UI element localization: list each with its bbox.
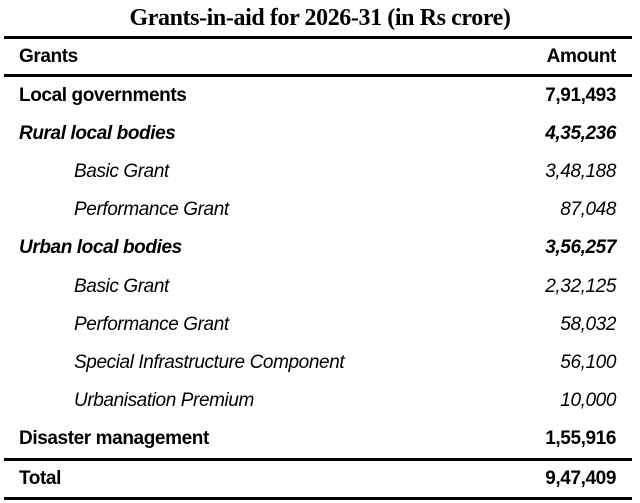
total-rule: [4, 458, 632, 461]
row-label: Performance Grant: [74, 199, 229, 220]
table-row-rural-local-bodies: Rural local bodies 4,35,236: [0, 115, 640, 153]
table-row-rural-performance-grant: Performance Grant 87,048: [0, 191, 640, 229]
row-label: Special Infrastructure Component: [74, 352, 345, 373]
table-row-rural-basic-grant: Basic Grant 3,48,188: [0, 153, 640, 191]
total-amount: 9,47,409: [545, 468, 616, 489]
table-row-urban-performance-grant: Performance Grant 58,032: [0, 306, 640, 344]
row-label: Basic Grant: [74, 276, 169, 297]
table-row-total: Total 9,47,409: [0, 460, 640, 498]
table-row-urban-local-bodies: Urban local bodies 3,56,257: [0, 229, 640, 267]
header-row: Grants Amount: [0, 38, 640, 76]
table-row-local-governments: Local governments 7,91,493: [0, 77, 640, 115]
row-amount: 87,048: [560, 199, 616, 220]
header-rule: [4, 74, 632, 77]
row-label: Urbanisation Premium: [74, 390, 254, 411]
row-amount: 7,91,493: [545, 85, 616, 106]
bottom-rule: [4, 497, 632, 500]
row-amount: 3,48,188: [545, 161, 616, 182]
top-rule: [4, 36, 632, 39]
row-label: Disaster management: [19, 428, 209, 449]
row-label: Rural local bodies: [19, 123, 176, 144]
table-row-urban-basic-grant: Basic Grant 2,32,125: [0, 268, 640, 306]
row-label: Local governments: [19, 85, 187, 106]
row-label: Basic Grant: [74, 161, 169, 182]
table-row-special-infrastructure: Special Infrastructure Component 56,100: [0, 344, 640, 382]
total-label: Total: [19, 468, 61, 489]
row-amount: 56,100: [560, 352, 616, 373]
row-amount: 1,55,916: [545, 428, 616, 449]
table-title: Grants-in-aid for 2026-31 (in Rs crore): [129, 5, 511, 31]
row-label: Urban local bodies: [19, 237, 182, 258]
row-amount: 3,56,257: [545, 237, 616, 258]
header-grants: Grants: [19, 46, 78, 67]
table-row-urbanisation-premium: Urbanisation Premium 10,000: [0, 382, 640, 420]
row-amount: 2,32,125: [545, 276, 616, 297]
table-row-disaster-management: Disaster management 1,55,916: [0, 420, 640, 458]
header-amount: Amount: [546, 46, 617, 67]
row-amount: 4,35,236: [545, 123, 616, 144]
row-amount: 58,032: [560, 314, 616, 335]
row-amount: 10,000: [560, 390, 616, 411]
row-label: Performance Grant: [74, 314, 229, 335]
